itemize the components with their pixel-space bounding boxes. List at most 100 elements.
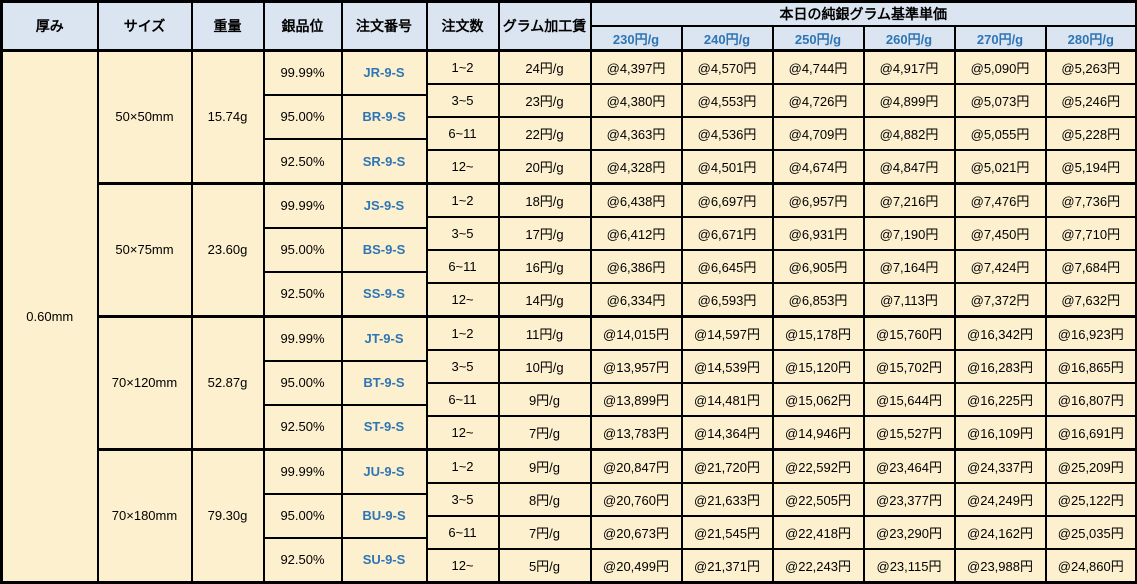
order-number-link[interactable]: JT-9-S [340, 314, 428, 362]
price-col-header-240: 240円/g [680, 25, 774, 52]
order-number-link[interactable]: SS-9-S [340, 271, 428, 318]
unit-price-cell: @20,760円 [589, 481, 683, 517]
unit-price-cell: @4,726円 [771, 82, 865, 118]
unit-price-cell: @4,328円 [589, 149, 683, 185]
unit-price-cell: @14,481円 [680, 381, 774, 418]
unit-price-cell: @6,905円 [771, 248, 865, 285]
size-cell: 70×120mm [96, 314, 193, 451]
col-header-order-quantity: 注文数 [425, 0, 500, 52]
table-row: 3~5 8円/g @20,760円 @21,633円 @22,505円 @23,377円 @… [2, 481, 1137, 517]
unit-price-cell: @25,035円 [1044, 514, 1137, 551]
unit-price-cell: @4,847円 [862, 149, 956, 185]
purity-cell: 99.99% [262, 181, 343, 229]
unit-price-cell: @14,946円 [771, 415, 865, 451]
gram-fee-cell: 9円/g [497, 381, 592, 418]
unit-price-cell: @20,673円 [589, 514, 683, 551]
table-row: 92.50% SR-9-S [2, 138, 1137, 185]
unit-price-cell: @23,464円 [862, 447, 956, 484]
col-header-weight: 重量 [190, 0, 265, 52]
size-cell: 50×75mm [96, 181, 193, 318]
table-row: 3~5 23円/g @4,380円 @4,553円 @4,726円 @4,899円 @5,0… [2, 82, 1137, 118]
table-row: 92.50% ST-9-S [2, 403, 1137, 451]
unit-price-cell: @15,120円 [771, 348, 865, 384]
unit-price-cell: @4,397円 [589, 48, 683, 85]
unit-price-cell: @5,021円 [953, 149, 1047, 185]
unit-price-cell: @6,853円 [771, 282, 865, 318]
unit-price-cell: @16,109円 [953, 415, 1047, 451]
table-row: 12~ 7円/g @13,783円 @14,364円 @14,946円 @15,527円 @… [2, 415, 1137, 451]
order-quantity-cell: 1~2 [425, 447, 500, 484]
gram-fee-cell: 10円/g [497, 348, 592, 384]
unit-price-cell: @4,536円 [680, 115, 774, 152]
gram-fee-cell: 24円/g [497, 48, 592, 85]
unit-price-cell: @13,899円 [589, 381, 683, 418]
order-quantity-cell: 12~ [425, 149, 500, 185]
table-row: 12~ 14円/g @6,334円 @6,593円 @6,853円 @7,113円 @7,3… [2, 282, 1137, 318]
order-number-link[interactable]: JR-9-S [340, 48, 428, 96]
gram-fee-cell: 7円/g [497, 514, 592, 551]
price-col-header-230: 230円/g [589, 25, 683, 52]
unit-price-cell: @15,702円 [862, 348, 956, 384]
unit-price-cell: @23,290円 [862, 514, 956, 551]
unit-price-cell: @4,709円 [771, 115, 865, 152]
order-number-link[interactable]: BR-9-S [340, 93, 428, 141]
price-col-header-260: 260円/g [862, 25, 956, 52]
order-number-link[interactable]: JU-9-S [340, 447, 428, 495]
order-quantity-cell: 6~11 [425, 248, 500, 285]
unit-price-cell: @5,246円 [1044, 82, 1137, 118]
purity-cell: 95.00% [262, 93, 343, 141]
unit-price-cell: @4,363円 [589, 115, 683, 152]
col-header-order-number: 注文番号 [340, 0, 428, 52]
table-row: 50×75mm 23.60g 99.99% JS-9-S 1~2 18円/g @6,438円… [2, 181, 1137, 318]
unit-price-cell: @15,062円 [771, 381, 865, 418]
table-body: 0.60mm 50×50mm 15.74g 99.99% JR-9-S 1~2 24円/g @… [0, 48, 1137, 584]
unit-price-cell: @22,505円 [771, 481, 865, 517]
col-header-size: サイズ [96, 0, 193, 52]
unit-price-cell: @6,386円 [589, 248, 683, 285]
order-number-link[interactable]: ST-9-S [340, 403, 428, 451]
unit-price-cell: @4,501円 [680, 149, 774, 185]
weight-cell: 23.60g [190, 181, 265, 318]
price-col-header-280: 280円/g [1044, 25, 1137, 52]
order-number-link[interactable]: SR-9-S [340, 138, 428, 185]
unit-price-cell: @7,424円 [953, 248, 1047, 285]
unit-price-cell: @6,671円 [680, 215, 774, 251]
purity-cell: 92.50% [262, 403, 343, 451]
unit-price-cell: @13,957円 [589, 348, 683, 384]
unit-price-cell: @16,225円 [953, 381, 1047, 418]
unit-price-cell: @23,115円 [862, 548, 956, 584]
col-header-purity: 銀品位 [262, 0, 343, 52]
size-cell: 50×50mm [96, 49, 193, 185]
unit-price-cell: @4,917円 [862, 48, 956, 85]
table-row: 95.00% BT-9-S [2, 359, 1137, 407]
price-group-header: 本日の純銀グラム基準単価 [589, 0, 1137, 27]
unit-price-cell: @7,113円 [862, 282, 956, 318]
unit-price-cell: @16,342円 [953, 314, 1047, 351]
unit-price-cell: @23,377円 [862, 481, 956, 517]
unit-price-cell: @7,164円 [862, 248, 956, 285]
order-quantity-cell: 12~ [425, 415, 500, 451]
order-quantity-cell: 1~2 [425, 48, 500, 85]
unit-price-cell: @5,228円 [1044, 115, 1137, 152]
table-row: 12~ 20円/g @4,328円 @4,501円 @4,674円 @4,847円 @5,0… [2, 149, 1137, 185]
unit-price-cell: @7,736円 [1044, 181, 1137, 218]
table-row: 70×180mm 79.30g 99.99% JU-9-S 1~2 9円/g @20,847… [2, 447, 1137, 584]
gram-fee-cell: 8円/g [497, 481, 592, 517]
order-quantity-cell: 3~5 [425, 481, 500, 517]
unit-price-cell: @16,807円 [1044, 381, 1137, 418]
gram-fee-cell: 23円/g [497, 82, 592, 118]
unit-price-cell: @20,499円 [589, 548, 683, 584]
unit-price-cell: @6,697円 [680, 181, 774, 218]
order-number-link[interactable]: JS-9-S [340, 181, 428, 229]
unit-price-cell: @7,450円 [953, 215, 1047, 251]
order-number-link[interactable]: BS-9-S [340, 226, 428, 274]
table-row: 6~11 22円/g @4,363円 @4,536円 @4,709円 @4,882円 @5,… [2, 115, 1137, 152]
unit-price-cell: @6,931円 [771, 215, 865, 251]
order-number-link[interactable]: BT-9-S [340, 359, 428, 407]
order-quantity-cell: 1~2 [425, 314, 500, 351]
gram-fee-cell: 20円/g [497, 149, 592, 185]
unit-price-cell: @5,194円 [1044, 149, 1137, 185]
order-quantity-cell: 12~ [425, 548, 500, 584]
unit-price-cell: @25,209円 [1044, 447, 1137, 484]
order-number-link[interactable]: BU-9-S [340, 492, 428, 539]
